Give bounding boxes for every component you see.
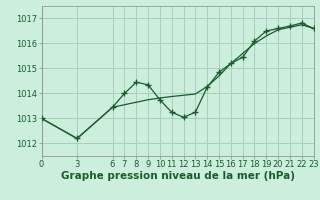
X-axis label: Graphe pression niveau de la mer (hPa): Graphe pression niveau de la mer (hPa): [60, 171, 295, 181]
